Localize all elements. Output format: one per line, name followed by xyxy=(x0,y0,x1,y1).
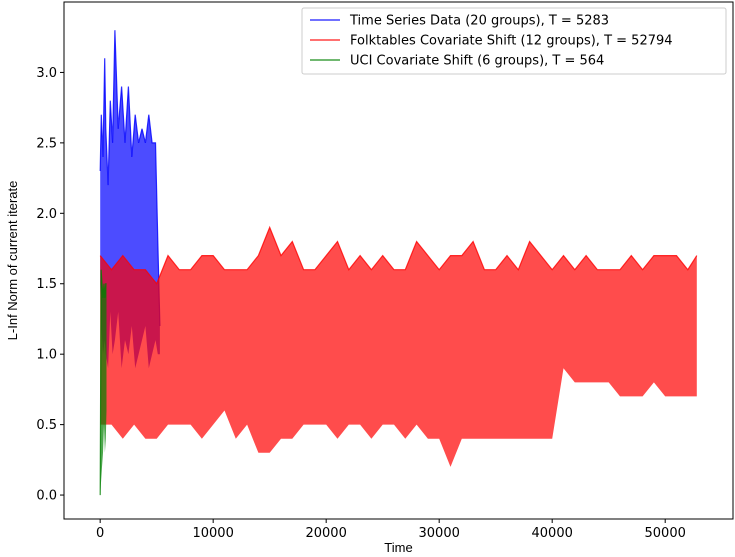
y-tick-label: 0.5 xyxy=(36,418,57,433)
x-tick-label: 10000 xyxy=(192,526,233,541)
series-line-2 xyxy=(99,225,698,285)
series-layer xyxy=(99,30,698,496)
series-line-3 xyxy=(99,269,107,496)
y-tick-label: 1.0 xyxy=(36,348,57,363)
x-tick-label: 20000 xyxy=(305,526,346,541)
y-tick-label: 0.0 xyxy=(36,489,57,504)
y-tick-label: 3.0 xyxy=(36,66,57,81)
legend-entry-label: Folktables Covariate Shift (12 groups), … xyxy=(350,34,673,49)
series-line-1 xyxy=(99,30,161,327)
legend-box xyxy=(301,7,727,75)
y-axis-label: L-Inf Norm of current iterate xyxy=(5,181,20,341)
y-tick-label: 2.5 xyxy=(36,136,57,151)
legend-entry-label: UCI Covariate Shift (6 groups), T = 564 xyxy=(350,54,604,69)
x-tick-label: 0 xyxy=(96,526,104,541)
axes-frame xyxy=(63,1,734,520)
series-2 xyxy=(99,225,698,467)
x-tick-label: 40000 xyxy=(532,526,573,541)
x-axis-ticks: 0 10000 20000 30000 40000 50000 xyxy=(96,519,686,541)
x-axis-label: Time xyxy=(384,540,412,555)
series-band-2 xyxy=(100,227,697,467)
x-tick-label: 30000 xyxy=(419,526,460,541)
x-tick-label: 50000 xyxy=(645,526,686,541)
y-tick-label: 1.5 xyxy=(36,277,57,292)
y-tick-label: 2.0 xyxy=(36,207,57,222)
series-band-3 xyxy=(100,269,107,496)
legend: Time Series Data (20 groups), T = 5283 Fo… xyxy=(301,7,727,75)
series-3 xyxy=(99,269,107,496)
plot-area: 0 10000 20000 30000 40000 50000 0.0 0.5 1.0 1.5 2… xyxy=(36,1,734,541)
y-axis-ticks: 0.0 0.5 1.0 1.5 2.0 2.5 3.0 xyxy=(36,66,64,504)
legend-entry-label: Time Series Data (20 groups), T = 5283 xyxy=(349,14,609,29)
